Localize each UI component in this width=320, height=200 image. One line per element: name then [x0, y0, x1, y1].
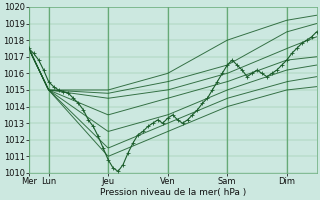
X-axis label: Pression niveau de la mer( hPa ): Pression niveau de la mer( hPa ): [100, 188, 246, 197]
